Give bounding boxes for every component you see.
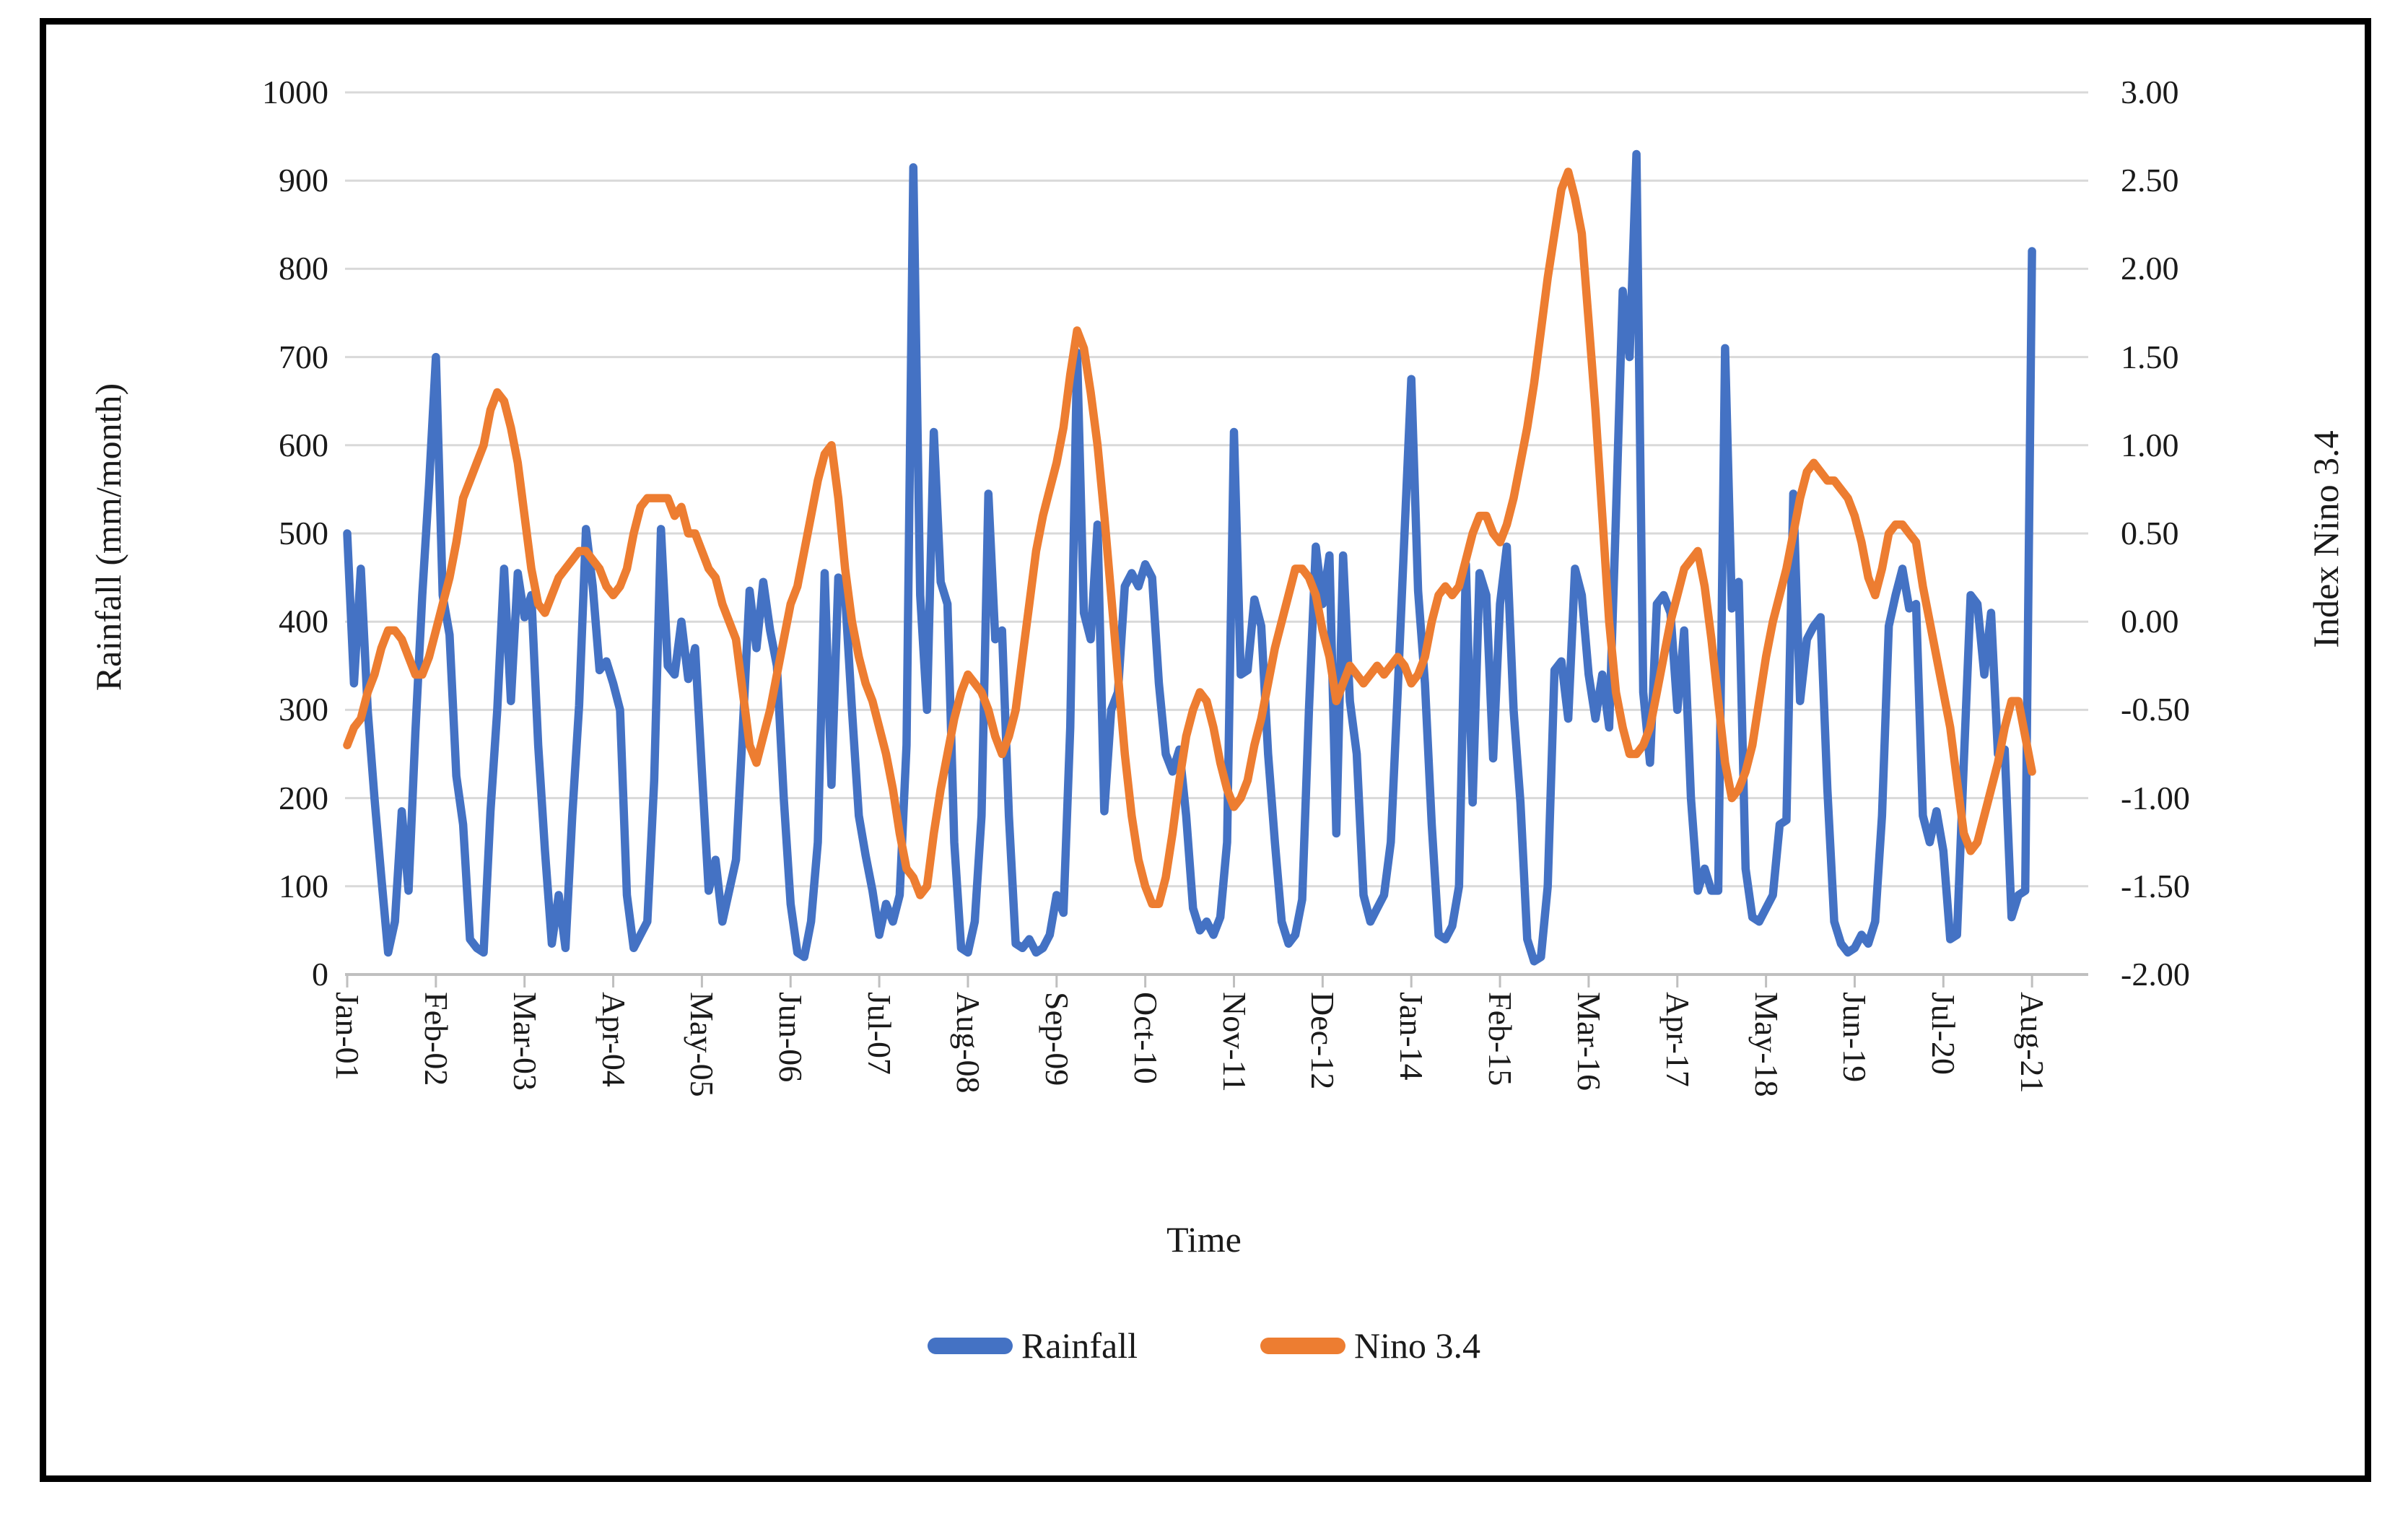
x-tick-label: Jun-19 [1836,992,1874,1083]
y-left-tick-label: 100 [279,867,328,904]
x-tick-label: Mar-03 [506,992,544,1091]
legend-label-rainfall: Rainfall [1021,1325,1138,1366]
series-line-rainfall [343,149,2036,966]
x-tick-label: Aug-21 [2014,992,2051,1094]
x-axis-ticks [346,974,2033,987]
y-left-tick-label: 900 [279,162,328,199]
legend-item-nino[interactable]: Nino 3.4 [1260,1325,1480,1366]
y-left-tick-label: 500 [279,515,328,551]
y-left-tick-label: 300 [279,691,328,728]
x-tick-label: Feb-02 [417,992,455,1086]
x-tick-label: Apr-17 [1659,992,1696,1087]
x-tick-label: Jun-06 [772,992,810,1083]
nino-line-swatch [1260,1337,1346,1354]
x-tick-label: Jan-01 [329,992,366,1081]
series-lines [343,149,2036,966]
x-tick-label: Oct-10 [1127,992,1164,1084]
y-left-tick-label: 800 [279,250,328,287]
y-right-tick-label: 2.50 [2121,162,2179,199]
x-tick-label: Nov-11 [1216,992,1253,1092]
y-left-tick-label: 1000 [262,74,328,110]
x-tick-label: May-18 [1748,992,1785,1097]
rainfall-line-swatch [927,1337,1013,1354]
y-right-tick-label: 1.50 [2121,338,2179,375]
x-tick-label: Feb-15 [1482,992,1519,1086]
x-tick-label: Aug-08 [949,992,987,1094]
figure-border [40,18,2371,1482]
y-left-tick-label: 200 [279,779,328,816]
x-tick-label: Jul-20 [1925,992,1963,1075]
x-tick-label: May-05 [684,992,721,1097]
y-left-tick-label: 400 [279,603,328,640]
x-tick-label: Apr-04 [595,992,632,1087]
series-line-nino-3-4 [343,167,2036,908]
y-right-tick-label: 3.00 [2121,74,2179,110]
y-axis-title-left: Rainfall (mm/month) [88,383,128,692]
y-axis-title-right: Index Nino 3.4 [2306,430,2346,648]
y-left-tick-label: 600 [279,426,328,463]
y-right-tick-label: -2.00 [2121,956,2190,993]
x-tick-label: Mar-16 [1570,992,1607,1091]
x-tick-label: Jan-14 [1393,992,1431,1081]
legend-label-nino: Nino 3.4 [1354,1325,1481,1366]
y-right-tick-label: 2.00 [2121,250,2179,287]
y-right-tick-label: 0.50 [2121,515,2179,551]
x-tick-label: Jul-07 [861,992,899,1075]
y-right-tick-label: 0.00 [2121,603,2179,640]
y-right-tick-label: -1.50 [2121,867,2190,904]
y-right-tick-label: -1.00 [2121,779,2190,816]
y-right-tick-label: 1.00 [2121,426,2179,463]
legend: Rainfall Nino 3.4 [0,1325,2408,1366]
x-tick-label: Sep-09 [1038,992,1076,1086]
y-right-tick-label: -0.50 [2121,691,2190,728]
y-left-tick-label: 0 [312,956,328,993]
legend-item-rainfall[interactable]: Rainfall [927,1325,1138,1366]
x-tick-label: Dec-12 [1304,992,1342,1090]
y-left-tick-label: 700 [279,338,328,375]
x-axis-title: Time [1166,1219,1242,1260]
